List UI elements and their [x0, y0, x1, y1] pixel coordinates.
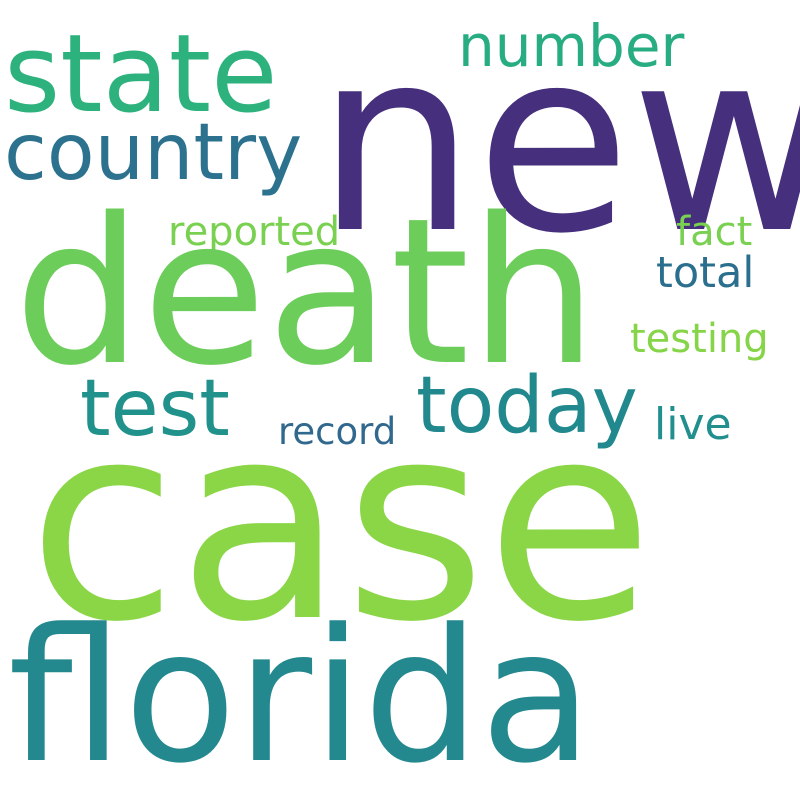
word-reported: reported: [168, 209, 341, 255]
word-live: live: [654, 399, 732, 450]
word-new: new: [316, 0, 800, 289]
word-today: today: [416, 361, 638, 451]
word-total: total: [656, 248, 755, 298]
word-record: record: [278, 410, 397, 453]
word-state: state: [4, 12, 278, 137]
word-fact: fact: [676, 209, 753, 255]
word-case: case: [28, 366, 654, 682]
word-test: test: [80, 364, 230, 454]
word-country: country: [4, 108, 303, 198]
word-testing: testing: [630, 316, 769, 362]
word-number: number: [458, 12, 685, 80]
word-death: death: [14, 174, 598, 410]
word-florida: florida: [8, 590, 593, 800]
